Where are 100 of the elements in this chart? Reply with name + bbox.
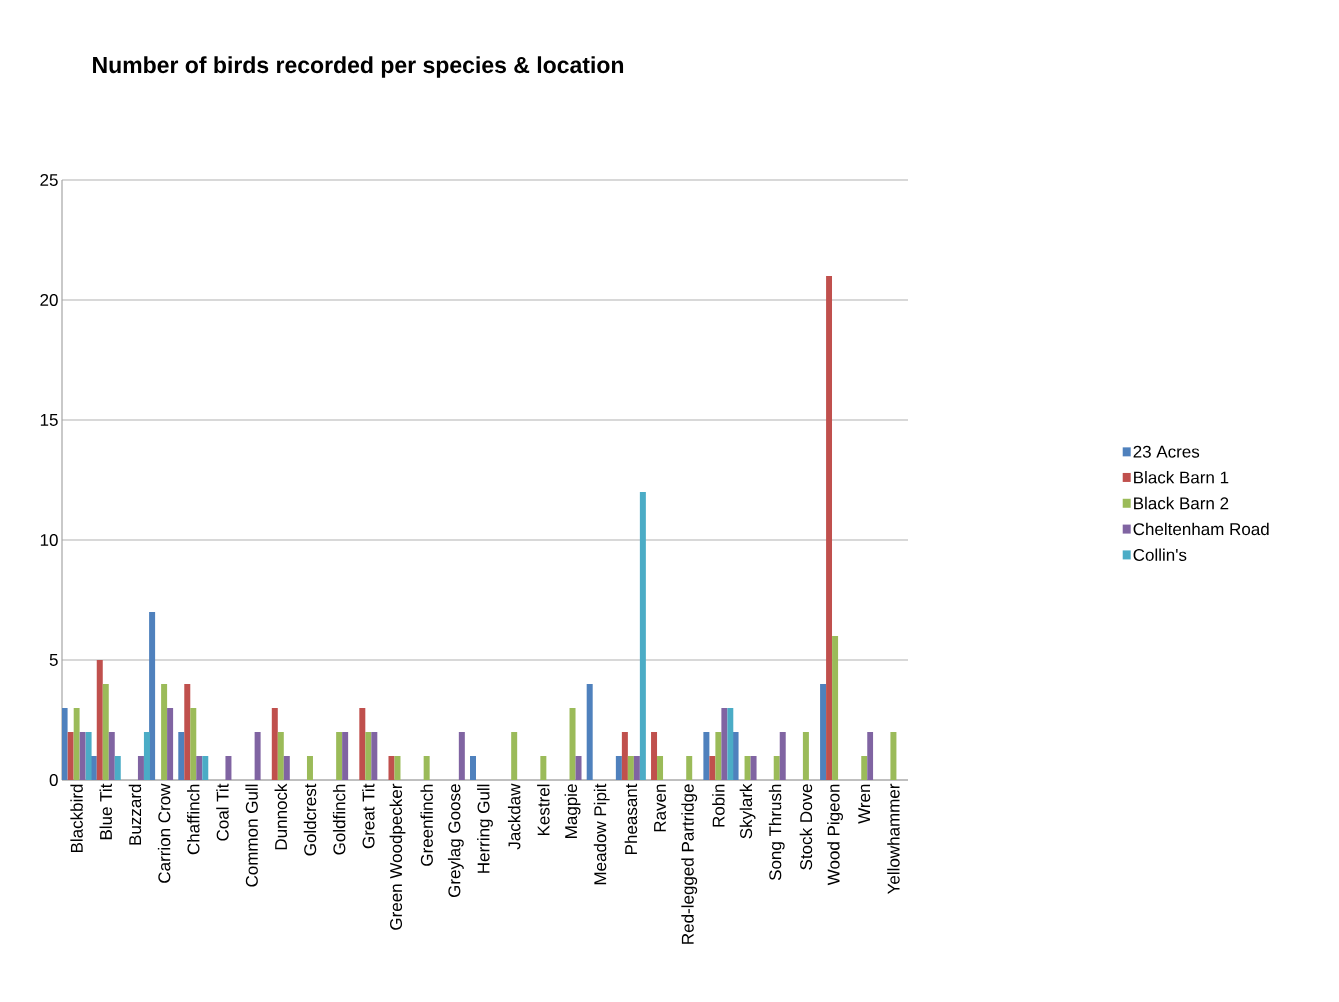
bar bbox=[73, 708, 80, 780]
bar bbox=[254, 732, 261, 780]
bar bbox=[190, 708, 197, 780]
x-tick-label: Robin bbox=[712, 784, 725, 827]
bar bbox=[773, 756, 780, 780]
x-tick-label: Dunnock bbox=[274, 783, 288, 850]
bar bbox=[108, 732, 115, 780]
x-tick-label: Pheasant bbox=[624, 783, 638, 854]
x-tick-label: Red-legged Partridge bbox=[681, 784, 698, 944]
x-tick-label: Yellowhammer bbox=[887, 783, 900, 895]
bar bbox=[715, 732, 722, 780]
x-tick-label: Blackbird bbox=[70, 784, 83, 853]
bar bbox=[336, 732, 343, 780]
bar bbox=[586, 684, 593, 780]
bar bbox=[67, 732, 74, 780]
bar bbox=[96, 660, 103, 780]
x-tick-label: Chaffinch bbox=[187, 784, 200, 855]
bar bbox=[359, 708, 366, 780]
y-tick-label: 25 bbox=[40, 173, 58, 187]
legend-label: 23 Acres bbox=[1133, 445, 1200, 458]
x-tick-label: Common Gull bbox=[245, 784, 258, 887]
bar bbox=[149, 612, 156, 780]
bar bbox=[651, 732, 658, 780]
bar bbox=[639, 492, 646, 780]
bar bbox=[540, 756, 547, 780]
bar bbox=[283, 756, 290, 780]
bar bbox=[686, 756, 693, 780]
x-tick-label: Song Thrush bbox=[768, 784, 785, 881]
bar bbox=[826, 276, 833, 780]
x-tick-label: Goldcrest bbox=[303, 783, 317, 856]
x-tick-label: Coal Tit bbox=[216, 783, 229, 841]
x-tick-label: Buzzard bbox=[128, 784, 142, 845]
bar bbox=[890, 732, 897, 780]
x-tick-label: Carrion Crow bbox=[157, 783, 171, 883]
bar bbox=[820, 684, 827, 780]
legend-label: Collin's bbox=[1133, 548, 1187, 561]
y-tick-label: 5 bbox=[49, 654, 58, 666]
bar bbox=[79, 732, 86, 780]
bar bbox=[621, 732, 628, 780]
bar bbox=[137, 756, 144, 780]
x-tick-label: Meadow Pipit bbox=[593, 783, 610, 885]
legend-label: Black Barn 2 bbox=[1134, 496, 1229, 510]
x-tick-label: Wren bbox=[858, 784, 871, 824]
x-tick-label: Blue Tit bbox=[99, 783, 113, 840]
x-tick-label: Greylag Goose bbox=[447, 784, 464, 898]
bar bbox=[727, 708, 734, 780]
x-tick-label: Kestrel bbox=[537, 784, 550, 836]
bar bbox=[394, 756, 401, 780]
x-tick-label: Herring Gull bbox=[477, 784, 493, 873]
bar bbox=[371, 732, 378, 780]
bar bbox=[633, 756, 640, 780]
bar bbox=[196, 756, 203, 780]
bar bbox=[306, 756, 313, 780]
bar bbox=[388, 756, 395, 780]
chart-title: Number of birds recorded per species & location bbox=[93, 56, 624, 78]
bar bbox=[143, 732, 150, 780]
bar bbox=[470, 756, 476, 780]
bar bbox=[732, 732, 739, 780]
bar bbox=[365, 732, 372, 780]
bar bbox=[615, 756, 622, 780]
bar bbox=[867, 732, 874, 780]
bar bbox=[271, 708, 278, 780]
x-tick-label: Great Tit bbox=[362, 783, 375, 849]
y-tick-label: 15 bbox=[40, 414, 58, 426]
bar bbox=[861, 756, 868, 780]
bar bbox=[721, 708, 728, 780]
bar bbox=[744, 756, 751, 780]
x-tick-label: Jackdaw bbox=[507, 783, 521, 850]
legend-label: Black Barn 1 bbox=[1134, 471, 1229, 484]
bar bbox=[569, 708, 576, 780]
bar bbox=[750, 756, 757, 780]
x-tick-label: Skylark bbox=[739, 783, 756, 839]
bar bbox=[184, 684, 191, 780]
y-tick-label: 0 bbox=[49, 773, 58, 787]
bar bbox=[802, 732, 809, 780]
bar bbox=[511, 732, 518, 780]
bar bbox=[458, 732, 465, 780]
bar bbox=[114, 756, 121, 780]
y-tick-label: 20 bbox=[40, 293, 58, 307]
bar bbox=[178, 732, 185, 780]
bar bbox=[342, 732, 349, 780]
bar bbox=[277, 732, 284, 780]
bar bbox=[657, 756, 664, 780]
bar bbox=[62, 708, 68, 780]
x-tick-label: Wood Pigeon bbox=[827, 784, 843, 886]
bar bbox=[779, 732, 786, 780]
bar bbox=[85, 732, 92, 780]
x-tick-label: Green Woodpecker bbox=[389, 783, 406, 930]
legend-label: Cheltenham Road bbox=[1133, 522, 1269, 536]
x-tick-label: Magpie bbox=[564, 784, 581, 838]
bar bbox=[102, 684, 109, 780]
bar bbox=[575, 756, 582, 780]
x-tick-label: Raven bbox=[654, 784, 666, 832]
bar bbox=[423, 756, 430, 780]
x-tick-label: Goldfinch bbox=[332, 784, 346, 855]
x-tick-label: Stock Dove bbox=[799, 784, 813, 870]
bar bbox=[709, 756, 716, 780]
bar bbox=[167, 708, 174, 780]
bar bbox=[703, 732, 710, 780]
bar bbox=[832, 636, 839, 780]
